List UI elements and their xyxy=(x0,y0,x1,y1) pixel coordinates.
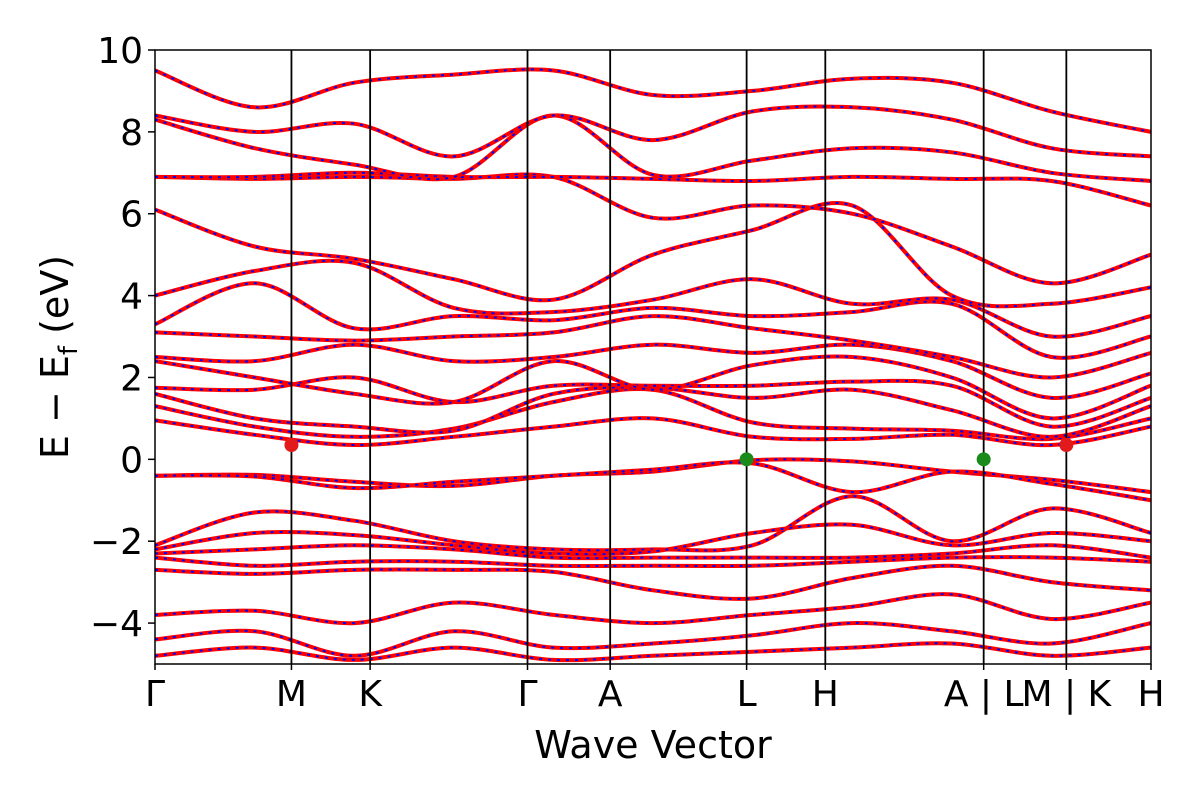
bands-layer xyxy=(155,67,1151,663)
band-line xyxy=(155,172,1151,286)
band-line xyxy=(155,113,1151,183)
band-line xyxy=(155,592,1151,626)
plot-frame xyxy=(154,49,1152,665)
band-line-overlay xyxy=(155,355,1151,420)
kpoint-lines xyxy=(290,50,1068,664)
band-line-overlay xyxy=(155,105,1151,158)
y-axis-label-subscript: f xyxy=(54,345,84,355)
x-tick-label: M | K xyxy=(1021,674,1112,715)
y-tick-label: −4 xyxy=(90,604,143,645)
band-line-overlay xyxy=(155,343,1151,399)
vbm-marker xyxy=(976,452,991,467)
x-tick-label: Γ xyxy=(517,674,537,715)
band-line xyxy=(155,314,1151,380)
x-axis-label: Wave Vector xyxy=(534,723,772,767)
band-line-overlay xyxy=(155,523,1151,556)
band-line xyxy=(155,416,1151,448)
band-line-overlay xyxy=(155,173,1151,285)
x-axis-ticks: Γ M K Γ A L H A | LM | K H xyxy=(145,664,1165,715)
band-line xyxy=(155,563,1151,601)
x-tick-label: M xyxy=(276,674,307,715)
band-line-overlay xyxy=(155,386,1151,438)
band-line-overlay xyxy=(155,201,1151,308)
x-tick-label: K xyxy=(358,674,383,715)
x-tick-label: Γ xyxy=(145,674,165,715)
y-tick-label: 6 xyxy=(120,195,143,236)
band-line xyxy=(155,555,1151,569)
y-tick-label: 8 xyxy=(120,113,143,154)
band-line xyxy=(155,494,1151,553)
vbm-marker xyxy=(739,452,754,467)
y-axis-label: E − Ef (eV) xyxy=(33,255,84,459)
x-tick-label: A | L xyxy=(944,674,1024,715)
extrema-markers xyxy=(284,438,1074,467)
band-line-overlay xyxy=(155,259,1151,338)
band-line xyxy=(155,67,1151,134)
y-tick-label: 10 xyxy=(97,31,143,72)
x-tick-label: L xyxy=(737,674,757,715)
x-tick-label: H xyxy=(1137,674,1164,715)
band-line-overlay xyxy=(155,642,1151,662)
band-line-overlay xyxy=(155,376,1151,428)
y-axis-label-unit: (eV) xyxy=(33,255,77,346)
y-axis-label-main: E − E xyxy=(33,355,77,459)
band-line-overlay xyxy=(155,68,1151,133)
band-line-overlay xyxy=(155,593,1151,625)
band-line-overlay xyxy=(155,171,1151,207)
x-tick-label: H xyxy=(812,674,839,715)
band-line-overlay xyxy=(155,564,1151,600)
y-tick-label: 2 xyxy=(120,358,143,399)
band-line xyxy=(155,104,1151,159)
cbm-marker xyxy=(1059,438,1074,453)
band-line-overlay xyxy=(155,495,1151,552)
band-line-overlay xyxy=(155,544,1151,560)
band-line xyxy=(155,460,1151,503)
band-line-overlay xyxy=(155,622,1151,657)
cbm-marker xyxy=(284,438,299,453)
band-line-overlay xyxy=(155,315,1151,379)
y-axis-ticks: 10 8 6 4 2 0 −2 −4 xyxy=(90,31,155,645)
y-tick-label: −2 xyxy=(90,522,143,563)
y-tick-label: 4 xyxy=(120,277,143,318)
band-line xyxy=(155,385,1151,439)
x-tick-label: A xyxy=(598,674,623,715)
band-line xyxy=(155,387,1151,442)
y-tick-label: 0 xyxy=(120,440,143,481)
